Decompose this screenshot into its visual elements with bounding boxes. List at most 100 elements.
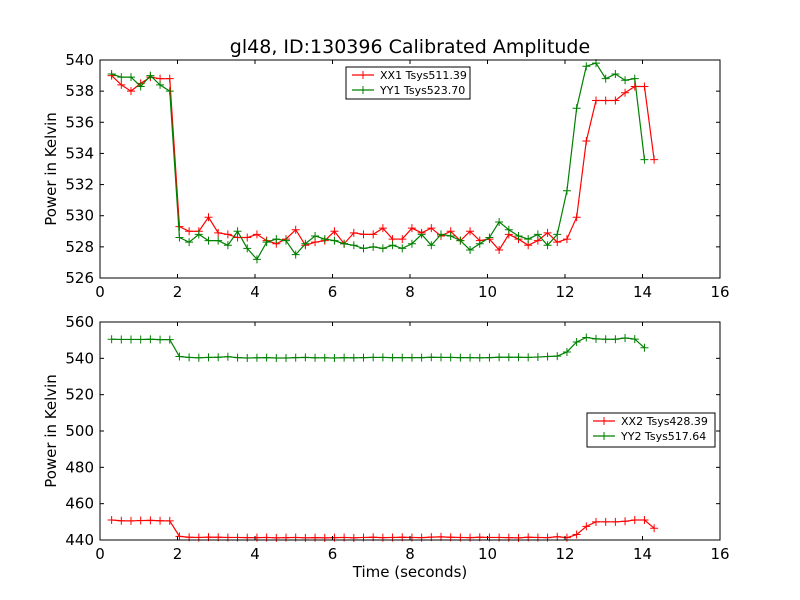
top-data-point bbox=[601, 74, 610, 83]
top-data-point bbox=[553, 238, 562, 247]
bottom-data-point bbox=[214, 353, 223, 362]
top-data-point bbox=[524, 235, 533, 244]
bottom-data-point bbox=[243, 353, 252, 362]
top-data-point bbox=[650, 155, 659, 164]
top-y-tick-label: 538 bbox=[65, 82, 94, 100]
top-x-tick-label: 12 bbox=[555, 283, 574, 301]
top-data-point bbox=[446, 231, 455, 240]
top-data-point bbox=[388, 241, 397, 250]
top-data-point bbox=[272, 235, 281, 244]
chart-title: gl48, ID:130396 Calibrated Amplitude bbox=[230, 36, 590, 58]
bottom-data-point bbox=[165, 335, 174, 344]
top-data-point bbox=[495, 245, 504, 254]
top-x-tick-label: 2 bbox=[173, 283, 183, 301]
bottom-x-tick-label: 16 bbox=[710, 545, 729, 563]
bottom-legend: XX2 Tsys428.39 YY2 Tsys517.64 bbox=[586, 412, 716, 448]
bottom-series-1 bbox=[107, 516, 659, 542]
top-legend-item: XX1 Tsys511.39 bbox=[352, 69, 467, 82]
top-y-tick-label: 526 bbox=[65, 269, 94, 287]
bottom-data-point bbox=[378, 353, 387, 362]
bottom-data-point bbox=[127, 516, 135, 525]
bottom-legend-marker bbox=[600, 417, 608, 425]
top-data-point bbox=[621, 76, 630, 85]
bottom-data-point bbox=[301, 353, 310, 362]
bottom-data-point bbox=[320, 353, 329, 362]
bottom-data-point bbox=[291, 353, 300, 362]
top-data-point bbox=[291, 250, 300, 259]
bottom-data-point bbox=[543, 352, 552, 361]
bottom-data-point bbox=[572, 337, 581, 346]
bottom-data-point bbox=[572, 530, 581, 539]
top-axes: 0 2 4 6 8 10 12 14 16 526 528 530 532 534 536 538 540 XX1… bbox=[65, 51, 729, 301]
top-y-tick-label: 534 bbox=[65, 144, 94, 162]
top-data-point bbox=[543, 241, 552, 250]
top-data-point bbox=[243, 244, 252, 253]
bottom-data-point bbox=[282, 353, 290, 362]
bottom-x-tick-label: 6 bbox=[328, 545, 338, 563]
top-y-axis-label: Power in Kelvin bbox=[42, 112, 60, 226]
bottom-data-point bbox=[553, 352, 562, 361]
top-data-point bbox=[320, 235, 329, 244]
top-data-point bbox=[611, 70, 620, 79]
top-data-point bbox=[572, 213, 581, 222]
top-data-point bbox=[466, 245, 475, 254]
top-data-point bbox=[194, 230, 203, 239]
top-data-point bbox=[165, 87, 174, 96]
top-data-point bbox=[466, 227, 475, 236]
top-data-point bbox=[359, 244, 368, 253]
bottom-data-point bbox=[640, 516, 649, 525]
top-data-point bbox=[504, 225, 513, 234]
top-y-tick-label: 528 bbox=[65, 238, 94, 256]
bottom-data-point bbox=[107, 335, 116, 344]
top-y-tick-label: 532 bbox=[65, 176, 94, 194]
bottom-data-point bbox=[117, 335, 126, 344]
bottom-axes: 0 2 4 6 8 10 12 14 16 440 460 480 500 520 540 560 XX2 Ts… bbox=[65, 313, 729, 563]
bottom-x-tick-label: 0 bbox=[95, 545, 105, 563]
bottom-data-point bbox=[601, 335, 610, 344]
top-data-point bbox=[223, 241, 232, 250]
top-data-point bbox=[233, 227, 242, 236]
top-data-point bbox=[398, 235, 407, 244]
top-data-point bbox=[485, 233, 494, 242]
bottom-data-point bbox=[165, 516, 174, 525]
top-y-tick-label: 540 bbox=[65, 51, 94, 69]
bottom-data-point bbox=[146, 516, 155, 525]
bottom-data-point bbox=[330, 353, 339, 362]
bottom-y-tick-label: 440 bbox=[65, 531, 94, 549]
top-data-point bbox=[369, 242, 378, 251]
bottom-data-point bbox=[175, 532, 184, 541]
bottom-data-point bbox=[252, 353, 261, 362]
top-series-line bbox=[111, 62, 646, 261]
bottom-series-2 bbox=[107, 333, 649, 362]
bottom-data-point bbox=[456, 353, 465, 362]
top-data-point bbox=[456, 236, 465, 245]
top-data-point bbox=[311, 231, 320, 240]
top-data-point bbox=[127, 87, 135, 96]
bottom-x-tick-label: 2 bbox=[173, 545, 183, 563]
bottom-data-point bbox=[156, 516, 165, 525]
top-legend-label: XX1 Tsys511.39 bbox=[380, 69, 467, 82]
bottom-data-point bbox=[194, 353, 203, 362]
bottom-y-tick-label: 560 bbox=[65, 313, 94, 331]
bottom-legend-item: YY2 Tsys517.64 bbox=[593, 430, 706, 443]
bottom-data-point bbox=[156, 335, 165, 344]
top-data-point bbox=[378, 244, 387, 253]
bottom-data-point bbox=[117, 516, 126, 525]
bottom-data-point bbox=[136, 335, 145, 344]
bottom-data-point bbox=[446, 353, 455, 362]
top-data-point bbox=[359, 230, 368, 239]
bottom-y-tick-label: 480 bbox=[65, 458, 94, 476]
top-data-point bbox=[562, 235, 571, 244]
top-data-point bbox=[640, 155, 649, 164]
top-x-tick-label: 0 bbox=[95, 283, 105, 301]
bottom-x-tick-label: 10 bbox=[478, 545, 497, 563]
bottom-data-point bbox=[340, 353, 349, 362]
bottom-data-point bbox=[514, 353, 523, 362]
bottom-data-point bbox=[427, 353, 436, 362]
top-x-tick-label: 8 bbox=[405, 283, 415, 301]
top-data-point bbox=[146, 71, 155, 80]
top-data-point bbox=[417, 230, 426, 239]
top-data-point bbox=[592, 96, 600, 105]
top-data-point bbox=[553, 230, 562, 239]
bottom-data-point bbox=[107, 516, 116, 525]
